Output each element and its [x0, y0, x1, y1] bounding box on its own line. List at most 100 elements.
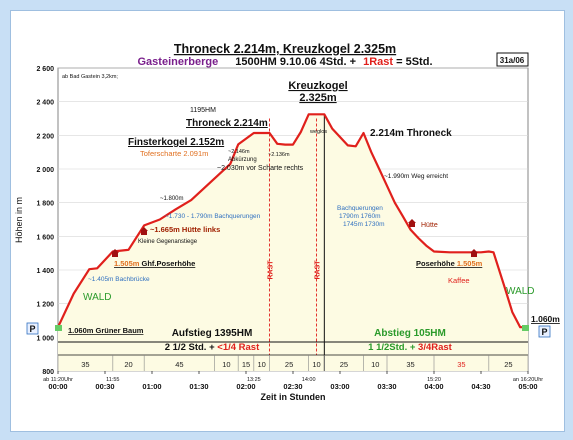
hut-icon-left: [140, 227, 148, 235]
tour-id: 31a/06: [500, 56, 525, 65]
hut-icon-poserhoehe-right: [470, 249, 478, 257]
label-end-altitude: 1.060m: [531, 314, 560, 324]
segment-duration: 25: [285, 360, 293, 369]
label-bachquerungen-right-1: Bachquerungen: [337, 205, 383, 212]
label-2136: ~2.136m: [268, 152, 290, 158]
x-axis-ticks: 00:00 00:30 01:00 01:30 02:00 02:30 03:00 03:30…: [43, 371, 543, 391]
y-tick-label: 2 000: [36, 167, 54, 174]
y-tick-label: 1 000: [36, 335, 54, 342]
y-tick-label: 800: [42, 369, 54, 376]
label-abstieg-time: 1 1/2Std. + 3/4Rast: [368, 342, 453, 353]
y-tick-label: 1 600: [36, 234, 54, 241]
y-tick-label: 2 600: [36, 66, 54, 73]
x-tick-clock-label: 14:00: [302, 377, 316, 383]
label-bad-gastein: ab Bad Gastein 3,2km;: [62, 74, 118, 80]
profile-line: [57, 113, 528, 329]
label-ghf-name: Ghf.Poserhöhe: [139, 259, 195, 268]
label-kaffee: Kaffee: [448, 276, 470, 285]
subtitle-rest: 1Rast: [363, 56, 393, 68]
x-tick-label: 01:30: [189, 382, 208, 391]
segment-duration: 10: [371, 360, 379, 369]
label-kreuzkogel-2: 2.325m: [299, 92, 337, 104]
label-1195hm: 1195HM: [190, 107, 216, 114]
label-bachquerungen-right-3: 1745m 1730m: [343, 221, 385, 228]
x-tick-clock-label: an 16:20Uhr: [513, 377, 543, 383]
segment-duration: 10: [222, 360, 230, 369]
segment-duration: 35: [81, 360, 89, 369]
x-tick-clock-label: ab 11:20Uhr: [43, 377, 73, 383]
segment-duration: 10: [257, 360, 265, 369]
y-tick-label: 2 400: [36, 100, 54, 107]
label-huette: Hütte: [421, 222, 438, 229]
y-axis-label: Höhen in m: [14, 197, 24, 243]
tour-id-box: [496, 52, 529, 67]
parking-sign-left: P: [26, 322, 39, 335]
x-tick-label: 02:30: [283, 382, 302, 391]
x-tick-label: 00:30: [95, 382, 114, 391]
label-scharte: ~2.030m vor Scharte rechts: [217, 165, 304, 172]
label-abstieg-duration: 1 1/2Std. +: [368, 342, 418, 353]
x-tick-label: 03:30: [377, 382, 396, 391]
label-abstieg-rast: 3/4Rast: [418, 342, 453, 353]
label-aufstieg: Aufstieg 1395HM: [172, 328, 253, 339]
label-aufstieg-rast: <1/4 Rast: [217, 342, 260, 353]
chart-title: Throneck 2.214m, Kreuzkogel 2.325m: [174, 42, 396, 56]
x-tick-clock-label: 13:25: [247, 377, 261, 383]
label-weglos: weglos: [309, 129, 327, 135]
y-tick-label: 2 200: [36, 133, 54, 140]
hut-icon-poserhoehe-left: [111, 249, 119, 257]
x-tick-clock-label: 15:20: [427, 377, 441, 383]
y-tick-label: 1 400: [36, 268, 54, 275]
segment-duration: 45: [175, 360, 183, 369]
parking-sign-right: P: [538, 325, 551, 338]
label-kreuzkogel-1: Kreuzkogel: [288, 80, 347, 92]
segment-duration: 25: [340, 360, 348, 369]
label-ghf-poserhoehe: 1.505m Ghf.Poserhöhe: [114, 259, 195, 268]
label-2146: ~2.146m: [228, 149, 250, 155]
x-tick-label: 04:00: [424, 382, 443, 391]
profile-area: [58, 114, 528, 372]
x-axis-label: Zeit in Stunden: [261, 392, 326, 402]
segment-duration: 15: [242, 360, 250, 369]
label-ghf-alt: 1.505m: [114, 259, 140, 268]
x-tick-label: 00:00: [48, 382, 67, 391]
label-bachquerungen-right-2: 1790m 1760m: [339, 213, 381, 220]
label-throneck-mid: Throneck 2.214m: [186, 118, 268, 129]
parking-marker-left: [55, 325, 62, 331]
label-poserhoehe: Poserhöhe 1.505m: [416, 259, 483, 268]
label-bachquerungen: ~1.730 - 1.790m Bachquerungen: [165, 213, 261, 220]
x-tick-label: 05:00: [518, 382, 537, 391]
label-weg-erreicht: ~1.990m Weg erreicht: [384, 173, 448, 180]
y-tick-label: 1 200: [36, 302, 54, 309]
y-axis-ticks: 800 1 000 1 200 1 400 1 600 1 800 2 000 2 200 2 …: [36, 66, 54, 376]
label-throneck-right: 2.214m Throneck: [370, 128, 452, 139]
segment-duration: 25: [504, 360, 512, 369]
y-tick-label: 1 800: [36, 201, 54, 208]
label-huette-links: ~1.665m Hütte links: [150, 225, 220, 234]
x-tick-clock-label: 11:55: [106, 377, 119, 383]
x-tick-label: 04:30: [471, 382, 490, 391]
label-aufstieg-duration: 2 1/2 Std. +: [165, 342, 218, 353]
rest-lines: RAST RAST: [268, 118, 322, 355]
label-aufstieg-time: 2 1/2 Std. + <1/4 Rast: [165, 342, 260, 353]
x-tick-label: 02:00: [236, 382, 255, 391]
subtitle-total: = 5Std.: [396, 56, 432, 68]
subtitle-stats: 1500HM 9.10.06 4Std. +: [235, 56, 356, 68]
segment-duration: 20: [124, 360, 132, 369]
x-tick-label: 01:00: [142, 382, 161, 391]
time-segments: 35 20 45 10 15 10 25 10 25 10 35 35 25: [57, 355, 529, 371]
hut-icon: [408, 219, 416, 227]
label-gegenanstiege: Kleine Gegenanstiege: [138, 239, 198, 245]
label-poserhoehe-alt: 1.505m: [457, 259, 483, 268]
x-tick-label: 03:00: [330, 382, 349, 391]
label-abstieg: Abstieg 105HM: [374, 328, 446, 339]
segment-duration: 10: [312, 360, 320, 369]
label-abkuerzung: Abkürzung: [228, 157, 257, 163]
parking-marker-right: [522, 325, 529, 331]
label-wald-right: WALD: [506, 286, 535, 297]
rest-label: RAST: [268, 260, 275, 280]
subtitle-region: Gasteinerberge: [138, 56, 219, 68]
chart-subtitle: Gasteinerberge 1500HM 9.10.06 4Std. + 1R…: [138, 56, 433, 68]
label-bachbruecke: ~1.405m Bachbrücke: [88, 276, 150, 283]
